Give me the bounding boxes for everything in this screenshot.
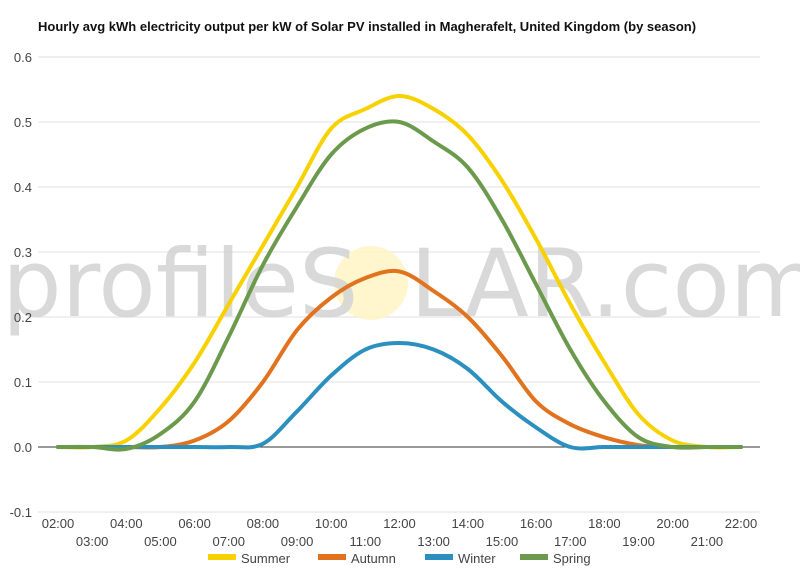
series-line-spring: [56, 119, 743, 452]
series-lines: [56, 94, 743, 452]
watermark-text-left: profileS: [2, 230, 359, 339]
legend-swatch-autumn: [318, 554, 346, 560]
x-tick-label: 17:00: [554, 534, 587, 549]
y-tick-label: -0.1: [10, 505, 32, 520]
x-tick-label: 21:00: [691, 534, 724, 549]
x-tick-label: 03:00: [76, 534, 109, 549]
watermark-layer: profileS LAR.com: [2, 230, 800, 339]
x-tick-label: 12:00: [383, 516, 416, 531]
x-tick-label: 04:00: [110, 516, 143, 531]
x-tick-label: 11:00: [350, 534, 382, 549]
watermark-text-right: LAR.com: [410, 230, 800, 339]
grid-layer: [38, 56, 760, 513]
legend-label-summer: Summer: [241, 551, 291, 566]
legend-swatch-winter: [425, 554, 453, 560]
legend-label-spring: Spring: [553, 551, 591, 566]
y-tick-label: 0.2: [14, 310, 32, 325]
x-tick-label: 05:00: [144, 534, 177, 549]
x-tick-label: 06:00: [178, 516, 211, 531]
x-tick-label: 09:00: [281, 534, 314, 549]
legend-label-winter: Winter: [458, 551, 496, 566]
y-tick-label: 0.6: [14, 50, 32, 65]
y-tick-label: 0.4: [14, 180, 32, 195]
series-line-summer: [56, 94, 743, 450]
x-tick-label: 02:00: [42, 516, 75, 531]
series-line-winter: [56, 341, 743, 451]
legend: Summer Autumn Winter Spring: [208, 551, 591, 566]
x-tick-label: 19:00: [622, 534, 655, 549]
legend-label-autumn: Autumn: [351, 551, 396, 566]
y-tick-label: 0.5: [14, 115, 32, 130]
x-tick-label: 08:00: [247, 516, 280, 531]
x-tick-label: 07:00: [212, 534, 245, 549]
x-tick-label: 22:00: [725, 516, 758, 531]
legend-swatch-spring: [520, 554, 548, 560]
y-tick-label: 0.1: [14, 375, 32, 390]
y-tick-label: 0.0: [14, 440, 32, 455]
chart-title: Hourly avg kWh electricity output per kW…: [38, 19, 697, 34]
watermark-sun-icon: [334, 246, 408, 320]
x-axis-ticks: 02:0003:0004:0005:0006:0007:0008:0009:00…: [42, 516, 758, 549]
legend-swatch-summer: [208, 554, 236, 560]
x-tick-label: 13:00: [417, 534, 450, 549]
x-tick-label: 18:00: [588, 516, 621, 531]
x-tick-label: 20:00: [656, 516, 689, 531]
x-tick-label: 10:00: [315, 516, 348, 531]
x-tick-label: 15:00: [486, 534, 519, 549]
y-axis-ticks: -0.1 0.0 0.1 0.2 0.3 0.4 0.5 0.6: [10, 50, 32, 520]
x-tick-label: 14:00: [452, 516, 485, 531]
x-tick-label: 16:00: [520, 516, 553, 531]
y-tick-label: 0.3: [14, 245, 32, 260]
